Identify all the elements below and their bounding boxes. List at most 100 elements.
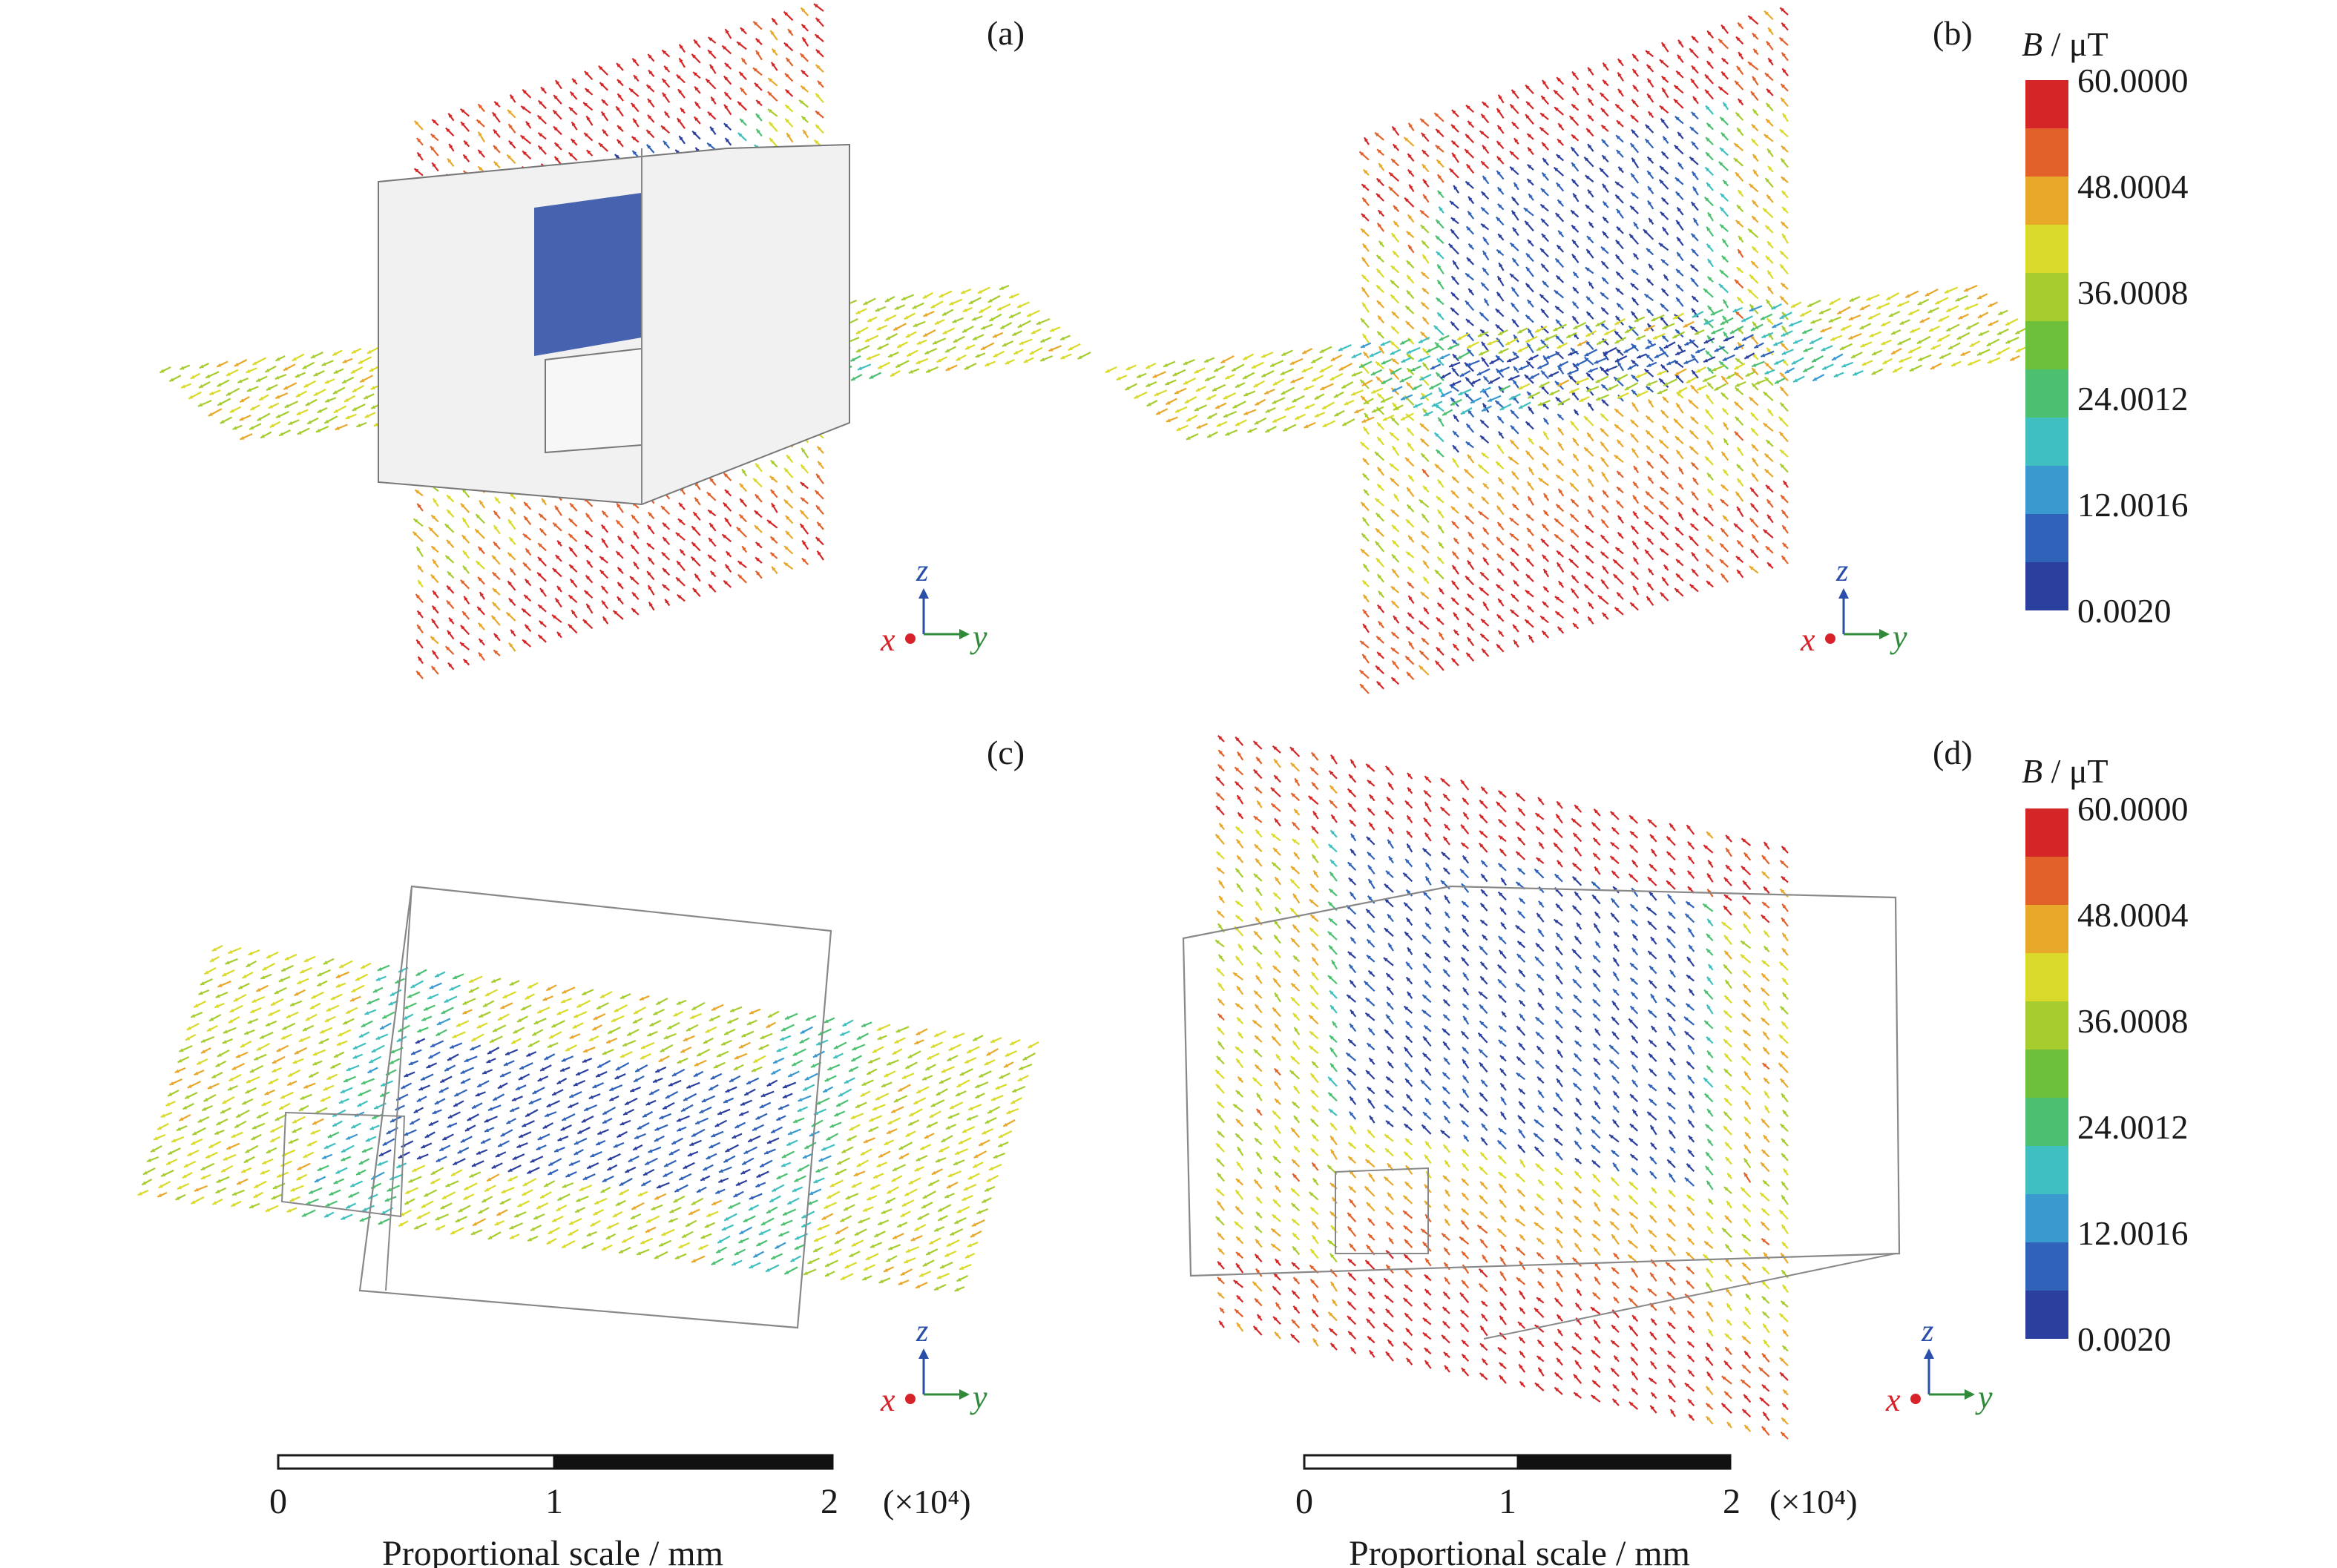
field-arrowhead bbox=[724, 490, 729, 494]
field-arrowhead bbox=[724, 92, 729, 96]
field-arrowhead bbox=[292, 357, 297, 361]
field-arrowhead bbox=[508, 140, 513, 145]
field-arrowhead bbox=[525, 121, 530, 126]
field-arrowhead bbox=[662, 50, 667, 55]
field-arrowhead bbox=[694, 102, 700, 107]
field-arrowhead bbox=[430, 146, 435, 151]
field-arrowhead bbox=[602, 510, 607, 515]
field-arrowhead bbox=[813, 4, 818, 8]
field-arrowhead bbox=[507, 154, 512, 159]
field-arrowhead bbox=[785, 105, 790, 109]
field-arrowhead bbox=[755, 50, 760, 55]
field-arrowhead bbox=[477, 607, 481, 611]
field-arrowhead bbox=[711, 96, 715, 102]
field-arrowhead bbox=[631, 544, 636, 550]
field-arrowhead bbox=[554, 157, 559, 161]
field-arrowhead bbox=[617, 63, 621, 67]
field-arrowhead bbox=[232, 426, 237, 430]
field-arrowhead bbox=[369, 368, 374, 372]
core-window bbox=[534, 193, 642, 356]
field-arrowhead bbox=[307, 420, 312, 424]
field-arrowhead bbox=[708, 37, 713, 42]
field-arrowhead bbox=[646, 130, 651, 134]
field-arrowhead bbox=[800, 510, 805, 515]
field-arrowhead bbox=[478, 104, 483, 109]
field-arrowhead bbox=[373, 422, 378, 426]
field-arrowhead bbox=[431, 666, 436, 671]
field-arrowhead bbox=[786, 455, 791, 460]
field-arrowhead bbox=[479, 592, 484, 597]
field-arrowhead bbox=[433, 590, 437, 596]
field-arrowhead bbox=[432, 605, 437, 610]
field-arrowhead bbox=[447, 158, 452, 163]
field-arrowhead bbox=[492, 572, 497, 577]
field-arrowhead bbox=[538, 133, 543, 137]
field-arrowhead bbox=[217, 383, 222, 387]
field-arrowhead bbox=[754, 510, 759, 515]
field-arrowhead bbox=[229, 409, 234, 413]
field-arrowhead bbox=[476, 119, 481, 124]
field-arrowhead bbox=[802, 540, 806, 545]
field-arrowhead bbox=[265, 368, 270, 372]
field-arrowhead bbox=[736, 527, 741, 532]
field-arrowhead bbox=[310, 355, 315, 358]
field-arrowhead bbox=[352, 388, 357, 392]
field-arrowhead bbox=[723, 123, 729, 128]
field-arrowhead bbox=[801, 558, 806, 563]
field-arrowhead bbox=[707, 111, 712, 116]
field-arrowhead bbox=[709, 478, 714, 482]
field-arrowhead bbox=[722, 534, 727, 538]
field-arrowhead bbox=[661, 125, 665, 131]
field-arrowhead bbox=[447, 630, 452, 635]
field-arrowhead bbox=[815, 65, 821, 69]
field-arrowhead bbox=[430, 574, 435, 579]
field-arrowhead bbox=[665, 599, 669, 604]
field-arrowhead bbox=[770, 536, 775, 541]
field-arrowhead bbox=[769, 476, 775, 481]
field-arrowhead bbox=[801, 85, 806, 90]
field-arrowhead bbox=[199, 364, 204, 369]
field-arrowhead bbox=[737, 561, 743, 565]
field-arrowhead bbox=[234, 362, 239, 366]
field-arrowhead bbox=[799, 99, 804, 105]
field-arrowhead bbox=[198, 403, 203, 407]
field-arrowhead bbox=[313, 372, 318, 376]
field-arrowhead bbox=[321, 362, 326, 366]
field-arrowhead bbox=[648, 70, 653, 75]
field-arrowhead bbox=[788, 29, 792, 34]
field-arrowhead bbox=[269, 424, 275, 428]
field-arrowhead bbox=[708, 50, 712, 55]
field-arrowhead bbox=[345, 415, 350, 419]
field-arrowhead bbox=[506, 612, 511, 617]
field-arrowhead bbox=[412, 531, 418, 536]
field-arrowhead bbox=[492, 602, 497, 607]
field-arrowhead bbox=[818, 461, 822, 466]
field-arrowhead bbox=[447, 585, 451, 590]
field-arrowhead bbox=[250, 406, 255, 410]
field-arrowhead bbox=[648, 99, 652, 103]
field-arrowhead bbox=[522, 533, 527, 538]
field-arrowhead bbox=[726, 551, 731, 556]
field-arrowhead bbox=[740, 119, 744, 123]
field-arrowhead bbox=[433, 498, 437, 503]
field-arrowhead bbox=[709, 584, 713, 589]
field-arrowhead bbox=[525, 625, 530, 629]
field-arrowhead bbox=[585, 88, 590, 93]
field-arrowhead bbox=[493, 525, 498, 530]
field-arrowhead bbox=[479, 500, 484, 505]
field-arrowhead bbox=[755, 557, 760, 562]
field-arrowhead bbox=[537, 572, 542, 577]
field-arrowhead bbox=[538, 100, 543, 105]
field-arrowhead bbox=[801, 116, 806, 121]
field-arrowhead bbox=[552, 568, 557, 573]
field-arrowhead bbox=[586, 604, 591, 609]
field-arrowhead bbox=[553, 95, 558, 99]
field-arrowhead bbox=[694, 86, 699, 91]
field-arrowhead bbox=[786, 133, 791, 138]
field-arrowhead bbox=[555, 505, 559, 510]
field-arrowhead bbox=[479, 639, 484, 643]
field-arrowhead bbox=[766, 520, 772, 524]
field-arrowhead bbox=[332, 390, 338, 395]
field-arrowhead bbox=[462, 565, 467, 570]
